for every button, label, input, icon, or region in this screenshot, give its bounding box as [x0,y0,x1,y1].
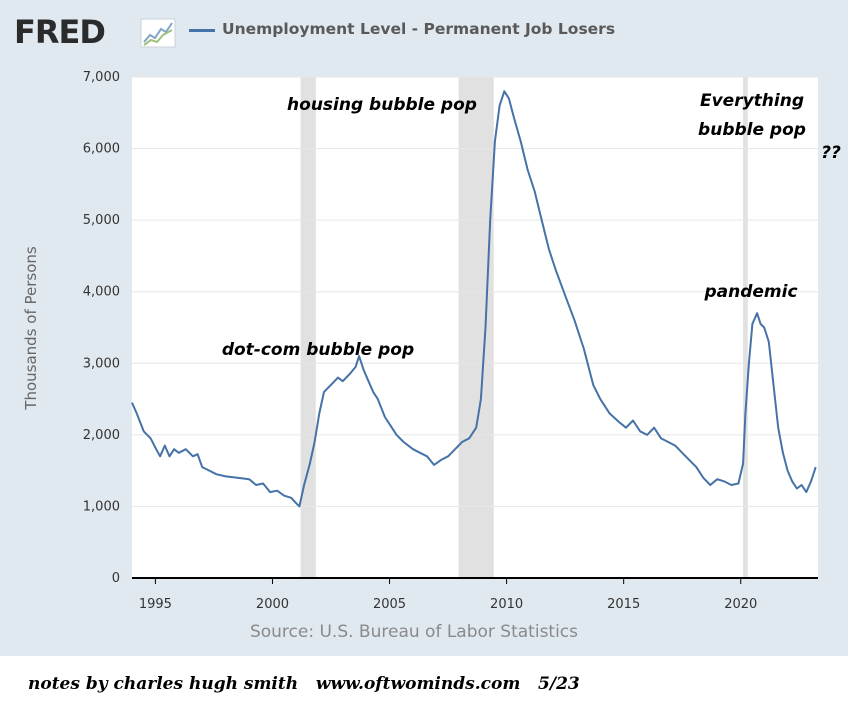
y-tick-label: 3,000 [83,356,120,371]
annotation-everything-line1: Everything [700,91,804,111]
recession-band-1 [458,77,494,578]
annotation-dotcom: dot-com bubble pop [222,340,414,360]
annotation-pandemic: pandemic [703,282,797,302]
legend-swatch [189,29,215,32]
source-caption: Source: U.S. Bureau of Labor Statistics [249,622,579,642]
y-tick-label: 6,000 [83,142,120,157]
y-tick-label: 7,000 [83,70,120,85]
series-line-0 [131,90,817,508]
grid-lines [132,76,818,584]
y-axis-label: Thousands of Persons [22,246,40,411]
x-tick-label: 2010 [490,597,523,612]
legend-label: Unemployment Level - Permanent Job Loser… [222,20,616,38]
recession-band-0 [300,77,316,578]
x-tick-label: 2005 [373,597,406,612]
y-tick-label: 2,000 [83,428,120,443]
recession-band-2 [743,77,748,578]
tick-labels: 0 1,000 2,000 3,000 4,000 5,000 6,000 7,000 1995… [83,70,758,612]
footer-note: notes by charles hugh smith www.oftwomin… [28,674,580,694]
fred-logo: FRED [14,13,106,51]
line-chart: 0 1,000 2,000 3,000 4,000 5,000 6,000 7,000 1995… [22,70,841,612]
y-tick-label: 0 [112,571,120,586]
series-layer [131,90,817,508]
y-tick-label: 4,000 [83,285,120,300]
annotation-question: ?? [821,143,841,163]
annotation-everything-line2: bubble pop [698,120,806,140]
annotation-housing: housing bubble pop [287,95,477,115]
x-tick-label: 2015 [607,597,640,612]
y-tick-label: 1,000 [83,499,120,514]
y-tick-label: 5,000 [83,213,120,228]
x-tick-label: 2020 [724,597,757,612]
chart-line-icon [140,18,176,48]
x-tick-label: 2000 [256,597,289,612]
x-tick-label: 1995 [139,597,172,612]
